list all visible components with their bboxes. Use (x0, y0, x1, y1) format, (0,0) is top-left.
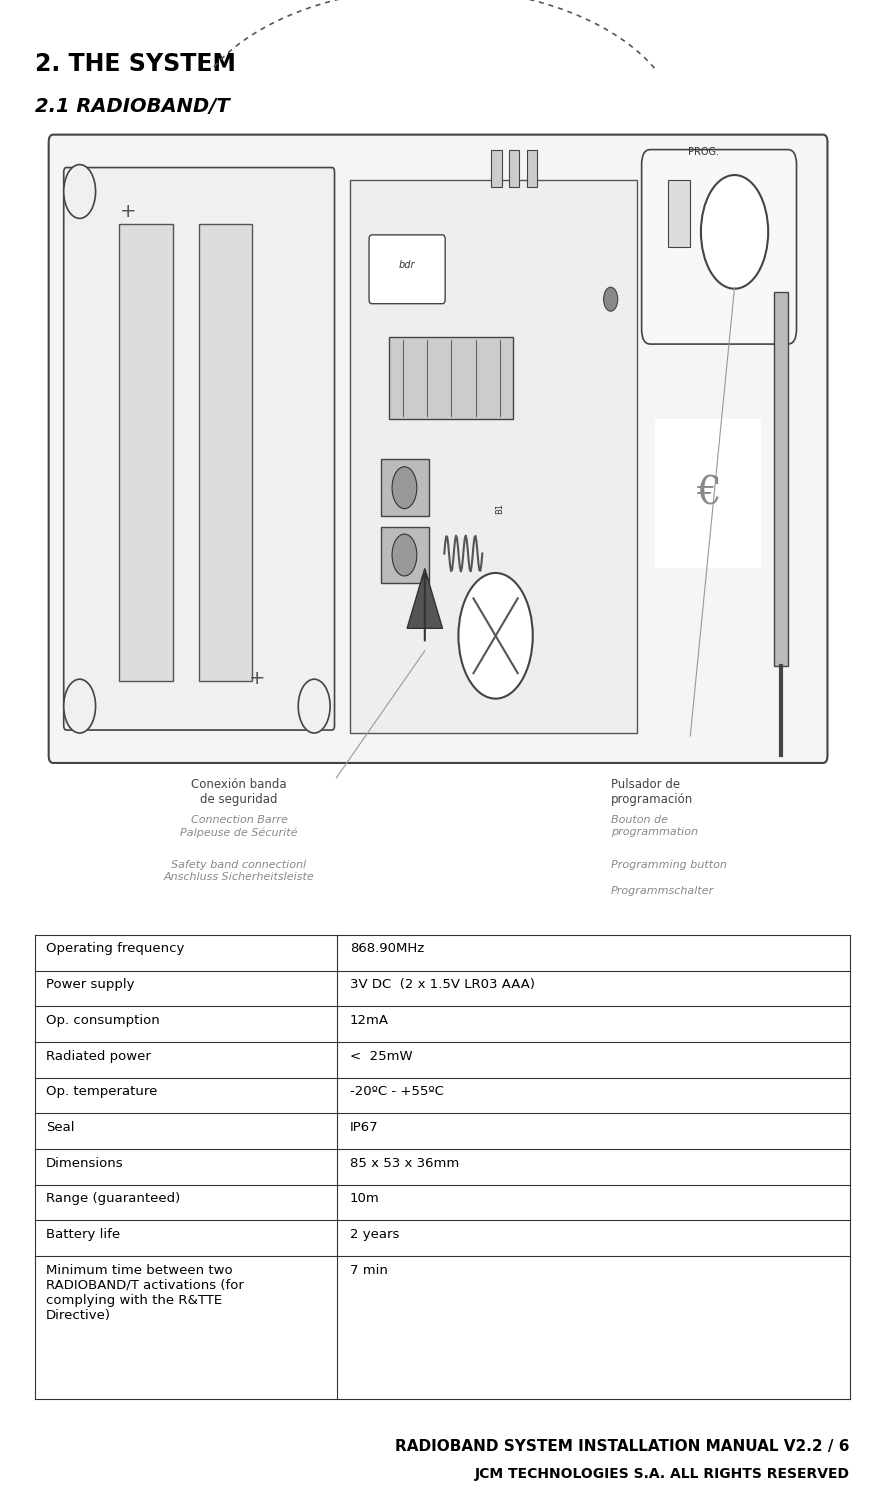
Text: B1: B1 (496, 503, 504, 515)
Text: Range (guaranteed): Range (guaranteed) (46, 1192, 181, 1206)
Bar (35, 1113, 850, 1149)
Bar (35, 935, 850, 971)
Bar (668, 180, 690, 247)
Bar (119, 224, 173, 681)
Circle shape (392, 467, 417, 509)
Circle shape (64, 679, 96, 733)
Text: Power supply: Power supply (46, 978, 135, 992)
Bar (35, 1149, 850, 1185)
Polygon shape (407, 568, 442, 628)
Text: 2.1 RADIOBAND/T: 2.1 RADIOBAND/T (35, 97, 230, 117)
Text: +: + (249, 669, 265, 688)
Bar (35, 971, 850, 1007)
Text: Minimum time between two
RADIOBAND/T activations (for
complying with the R&TTE
D: Minimum time between two RADIOBAND/T act… (46, 1264, 244, 1321)
Bar (199, 224, 252, 681)
Text: €: € (696, 476, 720, 512)
Text: 7 min: 7 min (350, 1264, 388, 1276)
Circle shape (298, 679, 330, 733)
Text: +: + (120, 202, 136, 221)
Text: Radiated power: Radiated power (46, 1050, 151, 1062)
Text: 2 years: 2 years (350, 1228, 399, 1240)
Text: Operating frequency: Operating frequency (46, 942, 184, 956)
Bar (35, 1221, 850, 1257)
Text: 85 x 53 x 36mm: 85 x 53 x 36mm (350, 1156, 459, 1170)
FancyBboxPatch shape (642, 150, 796, 344)
Text: PROG.: PROG. (688, 147, 720, 157)
Bar (35, 1257, 850, 1399)
Text: Connection Barre
Palpeuse de Sécurité: Connection Barre Palpeuse de Sécurité (181, 815, 297, 838)
Circle shape (64, 165, 96, 218)
Bar (527, 150, 537, 187)
Bar (350, 180, 637, 733)
Text: <  25mW: < 25mW (350, 1050, 412, 1062)
Bar (35, 1043, 850, 1077)
Text: 2. THE SYSTEM: 2. THE SYSTEM (35, 52, 236, 76)
FancyBboxPatch shape (64, 168, 335, 730)
Text: Seal: Seal (46, 1121, 74, 1134)
Bar (35, 1185, 850, 1221)
FancyBboxPatch shape (369, 235, 445, 304)
Text: Conexión banda
de seguridad: Conexión banda de seguridad (191, 778, 287, 806)
Text: JCM TECHNOLOGIES S.A. ALL RIGHTS RESERVED: JCM TECHNOLOGIES S.A. ALL RIGHTS RESERVE… (474, 1468, 850, 1481)
Text: bdr: bdr (399, 260, 415, 269)
Circle shape (392, 534, 417, 576)
Bar (389, 337, 513, 419)
Circle shape (604, 287, 618, 311)
Bar (491, 150, 502, 187)
Text: Op. consumption: Op. consumption (46, 1014, 160, 1026)
Bar (655, 419, 761, 568)
Bar (35, 1007, 850, 1043)
Text: 3V DC  (2 x 1.5V LR03 AAA): 3V DC (2 x 1.5V LR03 AAA) (350, 978, 535, 992)
Text: 868.90MHz: 868.90MHz (350, 942, 424, 956)
Text: Dimensions: Dimensions (46, 1156, 124, 1170)
Text: Pulsador de
programación: Pulsador de programación (611, 778, 693, 806)
Bar (35, 1077, 850, 1113)
Text: Battery life: Battery life (46, 1228, 120, 1240)
Text: -20ºC - +55ºC: -20ºC - +55ºC (350, 1085, 443, 1098)
FancyBboxPatch shape (49, 135, 827, 763)
Bar (509, 150, 519, 187)
Text: 12mA: 12mA (350, 1014, 389, 1026)
Circle shape (458, 573, 533, 699)
Bar (381, 527, 429, 583)
Text: 10m: 10m (350, 1192, 380, 1206)
Bar (381, 459, 429, 516)
Bar (774, 292, 788, 666)
Text: IP67: IP67 (350, 1121, 379, 1134)
Text: Programmschalter: Programmschalter (611, 886, 714, 896)
Text: RADIOBAND SYSTEM INSTALLATION MANUAL V2.2 / 6: RADIOBAND SYSTEM INSTALLATION MANUAL V2.… (395, 1439, 850, 1454)
Text: Programming button: Programming button (611, 860, 727, 871)
Text: Safety band connectionl
Anschluss Sicherheitsleiste: Safety band connectionl Anschluss Sicher… (164, 860, 314, 881)
Circle shape (701, 175, 768, 289)
Text: Op. temperature: Op. temperature (46, 1085, 158, 1098)
Text: Bouton de
programmation: Bouton de programmation (611, 815, 697, 836)
